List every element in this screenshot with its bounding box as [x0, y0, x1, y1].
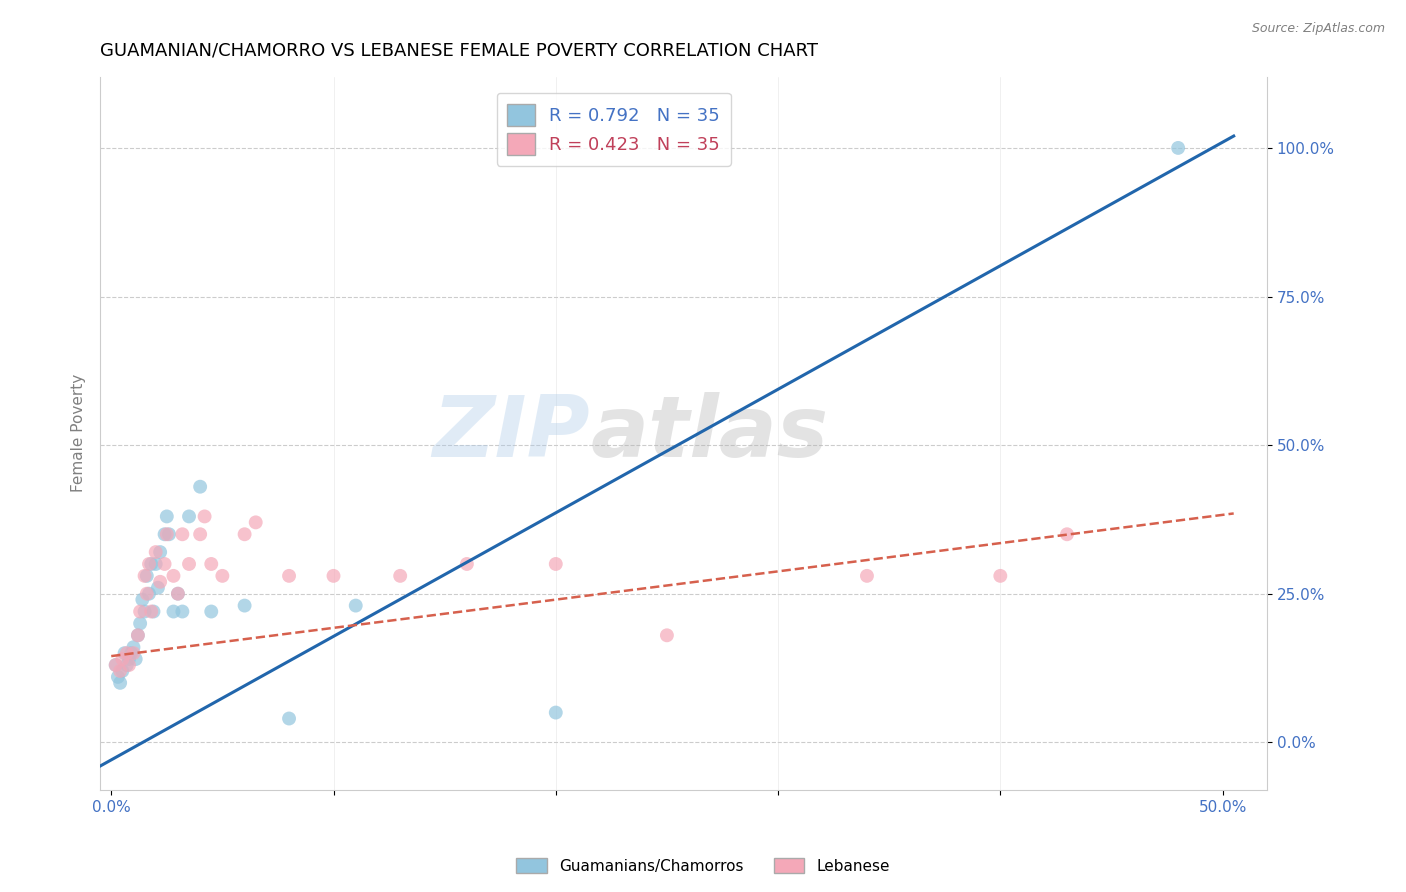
Point [107, 670, 129, 684]
Point [211, 569, 233, 583]
Point [172, 605, 194, 619]
Text: Source: ZipAtlas.com: Source: ZipAtlas.com [1251, 22, 1385, 36]
Point [115, 658, 138, 673]
Legend: R = 0.792   N = 35, R = 0.423   N = 35: R = 0.792 N = 35, R = 0.423 N = 35 [496, 93, 731, 166]
Point [149, 545, 172, 559]
Point [157, 527, 180, 541]
Point [156, 527, 179, 541]
Point [172, 527, 194, 541]
Point [111, 664, 134, 678]
Point [120, 646, 142, 660]
Point [138, 557, 160, 571]
Point [233, 599, 256, 613]
Point [115, 646, 138, 660]
Point [856, 569, 879, 583]
Text: GUAMANIAN/CHAMORRO VS LEBANESE FEMALE POVERTY CORRELATION CHART: GUAMANIAN/CHAMORRO VS LEBANESE FEMALE PO… [100, 42, 818, 60]
Point [162, 605, 184, 619]
Point [200, 557, 222, 571]
Point [655, 628, 678, 642]
Legend: Guamanians/Chamorros, Lebanese: Guamanians/Chamorros, Lebanese [510, 852, 896, 880]
Point [118, 652, 141, 666]
Point [200, 605, 222, 619]
Point [194, 509, 217, 524]
Point [108, 676, 131, 690]
Point [162, 569, 184, 583]
Point [145, 557, 167, 571]
Point [135, 569, 157, 583]
Point [344, 599, 367, 613]
Point [177, 557, 200, 571]
Point [322, 569, 344, 583]
Point [456, 557, 478, 571]
Point [134, 569, 156, 583]
Point [544, 557, 567, 571]
Point [146, 581, 169, 595]
Point [127, 628, 149, 642]
Point [188, 527, 211, 541]
Point [278, 712, 301, 726]
Point [278, 569, 301, 583]
Point [134, 605, 156, 619]
Point [104, 658, 127, 673]
Point [1167, 141, 1189, 155]
Point [156, 509, 179, 524]
Point [122, 646, 145, 660]
Point [145, 545, 167, 559]
Point [125, 652, 148, 666]
Point [138, 587, 160, 601]
Point [122, 640, 145, 655]
Text: atlas: atlas [591, 392, 828, 475]
Y-axis label: Female Poverty: Female Poverty [72, 374, 86, 492]
Point [111, 652, 134, 666]
Point [167, 587, 190, 601]
Point [127, 628, 149, 642]
Point [142, 605, 165, 619]
Point [988, 569, 1011, 583]
Point [108, 664, 131, 678]
Point [1056, 527, 1078, 541]
Point [131, 592, 153, 607]
Point [129, 605, 152, 619]
Point [135, 587, 157, 601]
Point [177, 509, 200, 524]
Point [141, 557, 163, 571]
Point [167, 587, 190, 601]
Point [118, 658, 141, 673]
Point [153, 557, 176, 571]
Point [245, 516, 267, 530]
Point [389, 569, 412, 583]
Point [544, 706, 567, 720]
Point [114, 646, 136, 660]
Point [104, 658, 127, 673]
Text: ZIP: ZIP [433, 392, 591, 475]
Point [153, 527, 176, 541]
Point [233, 527, 256, 541]
Point [129, 616, 152, 631]
Point [188, 480, 211, 494]
Point [141, 605, 163, 619]
Point [149, 574, 172, 589]
